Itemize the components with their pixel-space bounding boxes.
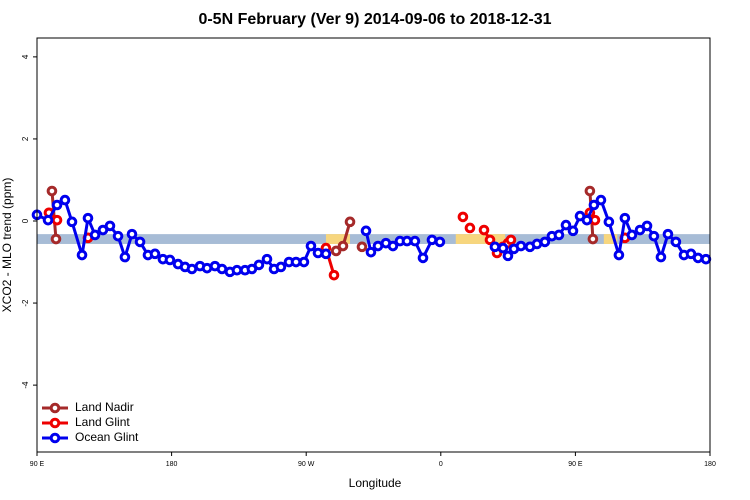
data-point (337, 240, 349, 252)
y-tick-label: 0 (21, 218, 30, 223)
data-point (478, 224, 490, 236)
data-point (515, 240, 527, 252)
data-point (655, 251, 667, 263)
band-highlight (325, 234, 351, 244)
data-point (112, 230, 124, 242)
y-axis-label: XCO2 - MLO trend (ppm) (0, 178, 14, 313)
data-point (66, 216, 78, 228)
data-point (312, 247, 324, 259)
data-point (531, 238, 543, 250)
data-point (365, 246, 377, 258)
data-point (700, 253, 712, 265)
data-point (626, 229, 638, 241)
x-axis-label: Longitude (349, 476, 402, 490)
x-tick-label: 180 (704, 461, 716, 468)
legend-label: Land Glint (75, 415, 130, 429)
data-point (126, 228, 138, 240)
data-point (51, 214, 63, 226)
chart-title: 0-5N February (Ver 9) 2014-09-06 to 2018… (198, 11, 551, 28)
x-tick-label: 90 E (30, 461, 45, 468)
data-point (46, 185, 58, 197)
data-point (275, 261, 287, 273)
x-tick-label: 180 (166, 461, 178, 468)
data-point (589, 214, 601, 226)
data-point (360, 225, 372, 237)
data-point (595, 194, 607, 206)
data-point (201, 262, 213, 274)
data-point (603, 216, 615, 228)
data-point (489, 241, 501, 253)
data-point (588, 199, 600, 211)
data-point (581, 214, 593, 226)
data-point (298, 256, 310, 268)
y-tick-label: 2 (21, 136, 30, 141)
x-tick-label: 0 (439, 461, 443, 468)
data-point (417, 252, 429, 264)
data-point (344, 216, 356, 228)
data-point (464, 222, 476, 234)
x-tick-label: 90 E (568, 461, 583, 468)
legend-marker (49, 417, 61, 429)
data-point (59, 194, 71, 206)
data-point (539, 236, 551, 248)
band-highlight (603, 234, 618, 244)
legend-marker (49, 432, 61, 444)
y-tick-label: -2 (21, 299, 30, 307)
legend-label: Ocean Glint (75, 430, 139, 444)
data-point (261, 253, 273, 265)
data-point (82, 212, 94, 224)
data-point (692, 252, 704, 264)
data-point (50, 233, 62, 245)
plot-frame (36, 37, 711, 453)
data-point (484, 234, 496, 246)
data-point (387, 240, 399, 252)
legend-label: Land Nadir (75, 400, 134, 414)
data-point (670, 236, 682, 248)
data-point (42, 214, 54, 226)
data-point (164, 254, 176, 266)
data-point (231, 264, 243, 276)
data-point (426, 234, 438, 246)
data-point (505, 234, 517, 246)
data-point (186, 263, 198, 275)
y-tick-label: -4 (21, 381, 30, 389)
data-point (89, 229, 101, 241)
data-point (584, 185, 596, 197)
data-point (119, 251, 131, 263)
band-highlight (455, 234, 506, 244)
data-point (567, 225, 579, 237)
data-point (502, 250, 514, 262)
series-line (50, 190, 58, 240)
data-point (149, 248, 161, 260)
data-point (553, 229, 565, 241)
data-point (104, 220, 116, 232)
data-point (253, 259, 265, 271)
data-point (497, 242, 509, 254)
data-point (619, 212, 631, 224)
data-point (356, 241, 368, 253)
y-tick-label: 4 (21, 54, 30, 59)
data-point (457, 211, 469, 223)
legend-marker (49, 402, 61, 414)
data-point (434, 236, 446, 248)
data-point (560, 219, 572, 231)
data-point (409, 235, 421, 247)
data-point (134, 236, 146, 248)
data-point (328, 269, 340, 281)
data-point (320, 248, 332, 260)
data-point (648, 230, 660, 242)
reference-band (37, 234, 710, 244)
data-point (662, 228, 674, 240)
x-tick-label: 90 W (298, 461, 315, 468)
data-point (330, 245, 342, 257)
data-point (76, 249, 88, 261)
data-point (613, 249, 625, 261)
data-point (51, 199, 63, 211)
data-point (305, 240, 317, 252)
data-point (587, 233, 599, 245)
data-point (641, 220, 653, 232)
